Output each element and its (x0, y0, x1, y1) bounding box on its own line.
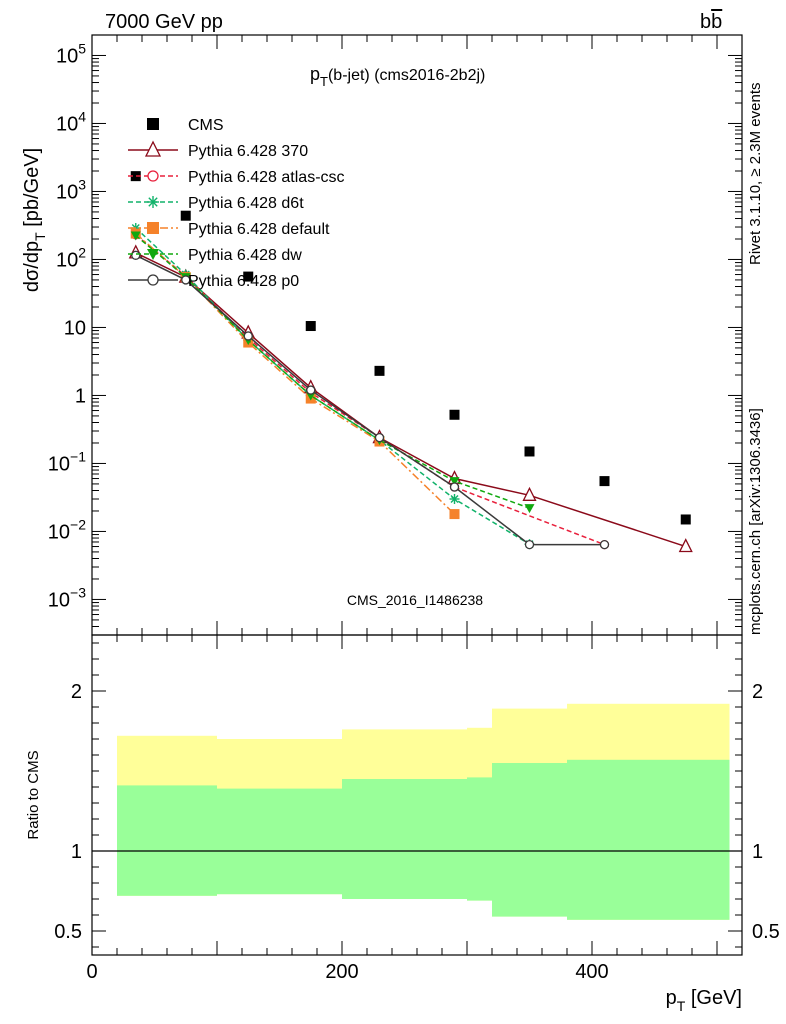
legend-label: CMS (188, 117, 224, 134)
ratio-y-label: Ratio to CMS (25, 750, 42, 839)
ratio-band-green (117, 785, 217, 896)
legend-marker (147, 249, 159, 260)
ratio-x-label: pT [GeV] (666, 987, 742, 1014)
series-pythia-6-428-370 (128, 244, 693, 553)
data-point (130, 231, 141, 241)
ratio-band-green (467, 777, 492, 901)
ratio-y-tick-label: 2 (71, 681, 82, 703)
data-point (599, 539, 610, 550)
legend-label: Pythia 6.428 atlas-csc (188, 169, 345, 186)
legend-entry: Pythia 6.428 default (128, 221, 330, 238)
x-tick-label: 400 (575, 961, 608, 983)
data-point (243, 331, 253, 341)
series-pythia-6-428-d6t (130, 223, 535, 550)
data-point (599, 476, 610, 487)
data-point (449, 494, 460, 505)
data-point (449, 482, 460, 492)
legend-marker (147, 170, 159, 182)
data-point (374, 365, 385, 376)
data-point (524, 446, 535, 457)
data-point (449, 477, 460, 487)
legend: CMS Pythia 6.428 370 Pythia 6.428 atlas-cs… (128, 117, 345, 290)
legend-label: Pythia 6.428 370 (188, 143, 308, 160)
ratio-band-green (342, 779, 467, 899)
legend-entry: Pythia 6.428 p0 (128, 273, 299, 290)
main-title: pT(b-jet) (cms2016-2b2j) (310, 64, 485, 89)
y-tick-label: 104 (56, 108, 86, 135)
data-point (181, 275, 191, 285)
y-tick-label: 105 (56, 40, 86, 67)
ratio-y-ticks: 0.5 0.5 1 1 2 2 (54, 642, 780, 948)
legend-label: Pythia 6.428 p0 (188, 273, 299, 290)
rivet-label: Rivet 3.1.10, ≥ 2.3M events (747, 83, 764, 266)
legend-marker (147, 274, 159, 286)
legend-entry: Pythia 6.428 atlas-csc (128, 169, 345, 186)
data-point (131, 250, 141, 260)
legend-label: Pythia 6.428 default (188, 221, 330, 238)
ratio-band-green (492, 763, 567, 917)
data-point (680, 514, 691, 525)
ratio-y-tick-label: 0.5 (54, 921, 82, 943)
legend-label: Pythia 6.428 dw (188, 247, 302, 264)
legend-marker (147, 118, 159, 130)
mcplots-label: mcplots.cern.ch [arXiv:1306.3436] (747, 408, 764, 635)
legend-entry: CMS (147, 117, 224, 134)
analysis-id: CMS_2016_I1486238 (347, 592, 483, 608)
series-pythia-6-428-p0 (131, 250, 610, 550)
data-point (306, 385, 316, 395)
main-series-group (128, 171, 693, 553)
data-point (678, 538, 693, 553)
ratio-panel: 0.5 0.5 1 1 2 2 0 200 400 Ratio to CMS pT [GeV] (25, 634, 780, 1014)
header-right: bb (700, 11, 722, 33)
data-point (243, 271, 254, 282)
legend-entry: Pythia 6.428 370 (128, 140, 308, 160)
ratio-y-tick-label: 2 (752, 681, 763, 703)
data-point (524, 504, 535, 514)
legend-label: Pythia 6.428 d6t (188, 195, 304, 212)
series-line (135, 233, 456, 515)
ratio-y-tick-label: 0.5 (752, 921, 780, 943)
y-tick-label: 10 (64, 317, 86, 339)
data-point (449, 509, 460, 520)
data-point (130, 171, 141, 182)
series-line (135, 254, 605, 546)
series-cms (130, 171, 691, 525)
data-point (522, 486, 537, 501)
ratio-x-ticks: 0 200 400 (86, 635, 743, 983)
data-point (524, 539, 535, 550)
legend-entry: Pythia 6.428 d6t (128, 195, 304, 212)
ratio-band-green (567, 759, 730, 920)
y-tick-label: 10−1 (48, 448, 86, 475)
x-tick-label: 0 (86, 961, 97, 983)
x-tick-label: 200 (325, 961, 358, 983)
series-line (135, 252, 686, 548)
data-point (180, 210, 191, 221)
header-left: 7000 GeV pp (105, 11, 223, 33)
legend-marker (147, 196, 159, 208)
legend-marker (144, 140, 162, 157)
ratio-bands (117, 703, 730, 920)
y-tick-label: 102 (56, 244, 86, 271)
data-point (449, 409, 460, 420)
ratio-y-tick-label: 1 (752, 841, 763, 863)
data-point (374, 432, 385, 443)
y-tick-label: 1 (75, 385, 86, 407)
y-tick-label: 10−2 (48, 516, 86, 543)
legend-entry: Pythia 6.428 dw (128, 247, 302, 264)
data-point (305, 321, 316, 332)
y-tick-label: 103 (56, 176, 86, 203)
y-tick-label: 10−3 (48, 584, 86, 611)
main-y-label: dσ/dpT [pb/GeV] (21, 148, 48, 292)
ratio-y-tick-label: 1 (71, 841, 82, 863)
legend-marker (147, 222, 159, 234)
ratio-frame (91, 634, 743, 956)
ratio-band-green (217, 788, 342, 895)
